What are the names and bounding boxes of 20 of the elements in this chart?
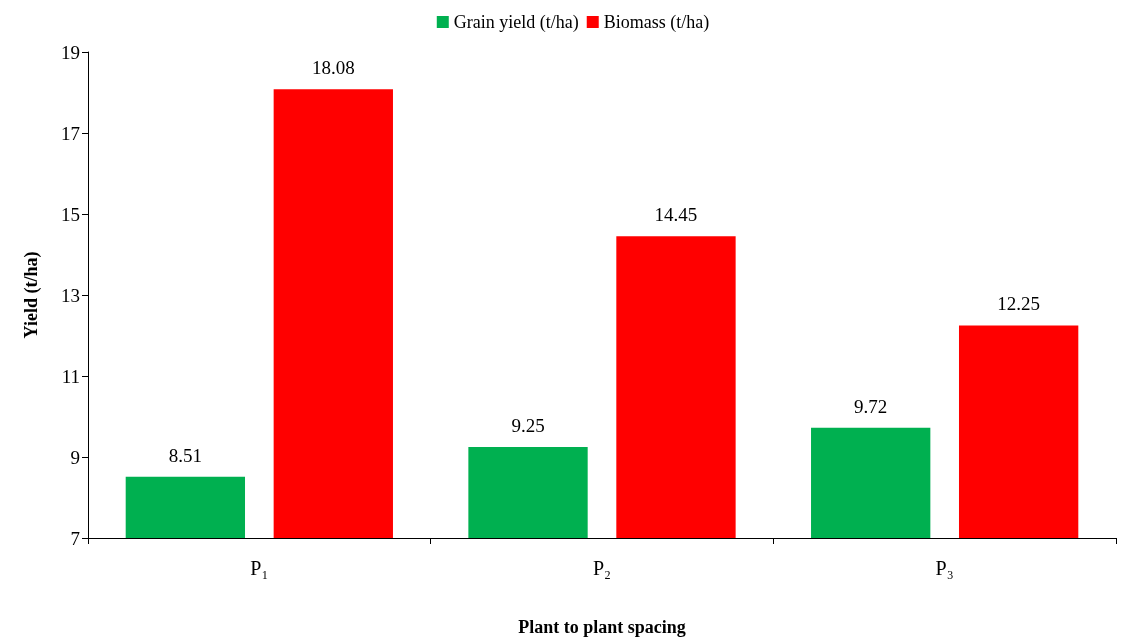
x-tick-label: P₁	[250, 557, 269, 579]
data-label: 12.25	[997, 293, 1041, 315]
y-tick-label: 15	[61, 203, 80, 225]
data-label: 14.45	[654, 204, 698, 226]
data-label: 9.72	[854, 395, 888, 417]
x-tick-label: P₂	[592, 557, 612, 579]
legend-label: Grain yield (t/ha)	[453, 12, 579, 33]
y-axis-title: Yield (t/ha)	[21, 251, 42, 339]
legend-label: Biomass (t/ha)	[603, 12, 710, 33]
y-tick-label: 19	[61, 41, 80, 63]
y-tick-label: 7	[70, 527, 80, 549]
data-label: 9.25	[511, 414, 545, 436]
data-label: 8.51	[168, 444, 202, 466]
y-tick-label: 17	[61, 122, 80, 144]
y-tick-label: 13	[61, 284, 80, 306]
y-tick-label: 9	[70, 446, 80, 468]
x-tick-label: P₃	[935, 557, 954, 579]
y-tick-label: 11	[61, 365, 80, 387]
x-axis-title: Plant to plant spacing	[518, 617, 686, 637]
data-label: 18.08	[311, 57, 355, 79]
